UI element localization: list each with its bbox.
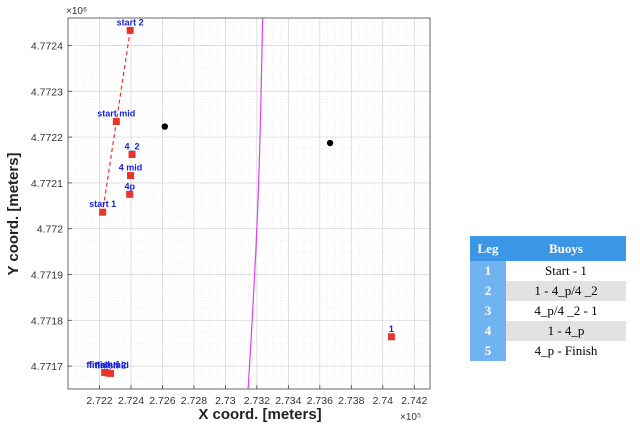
leg-number: 2	[470, 281, 506, 301]
buoy-label: 4 mid	[119, 163, 143, 173]
buoy-label: start 2	[117, 17, 144, 27]
buoy-label: 4p	[124, 181, 135, 191]
buoy-label: start 1	[89, 199, 116, 209]
leg-buoys-table: Leg Buoys 1 Start - 1 2 1 - 4_p/4 _2 3 4…	[470, 236, 626, 361]
y-tick-label: 4.7718	[31, 315, 63, 327]
table-row: 2 1 - 4_p/4 _2	[470, 281, 626, 301]
leg-buoys: 1 - 4_p	[506, 321, 626, 341]
y-tick-label: 4.7722	[31, 132, 63, 144]
leg-buoys: 1 - 4_p/4 _2	[506, 281, 626, 301]
x-tick-label: 2.736	[307, 395, 333, 407]
y-tick-label: 4.7717	[31, 361, 63, 373]
buoy-marker	[112, 118, 120, 126]
table-row: 3 4_p/4 _2 - 1	[470, 301, 626, 321]
buoy-label: 1	[389, 324, 394, 334]
leg-number: 5	[470, 341, 506, 361]
leg-number: 1	[470, 261, 506, 281]
buoy-marker	[126, 172, 134, 180]
y-tick-label: 4.7723	[31, 86, 63, 98]
y-tick-label: 4.7719	[31, 269, 63, 281]
leg-number: 4	[470, 321, 506, 341]
table-row: 1 Start - 1	[470, 261, 626, 281]
leg-buoys: 4_p/4 _2 - 1	[506, 301, 626, 321]
buoy-marker	[99, 208, 107, 216]
table-row: 5 4_p - Finish	[470, 341, 626, 361]
x-axis-label: X coord. [meters]	[198, 406, 321, 423]
x-tick-label: 2.738	[338, 395, 364, 407]
table-header-leg: Leg	[470, 236, 506, 261]
black-point	[161, 123, 168, 130]
x-tick-label: 2.734	[275, 395, 301, 407]
x-tick-label: 2.728	[181, 395, 207, 407]
table-header-buoys: Buoys	[506, 236, 626, 261]
x-tick-label: 2.73	[215, 395, 236, 407]
buoy-label: finish mid	[86, 360, 129, 370]
buoy-marker	[387, 333, 395, 341]
x-tick-label: 2.722	[86, 395, 112, 407]
points-layer	[99, 26, 395, 377]
boundary-curve	[247, 17, 264, 390]
x-tick-label: 2.742	[401, 395, 427, 407]
buoy-label: start mid	[97, 109, 135, 119]
buoy-marker	[126, 26, 134, 34]
leg-number: 3	[470, 301, 506, 321]
leg-buoys: 4_p - Finish	[506, 341, 626, 361]
y-tick-label: 4.772	[37, 224, 63, 236]
axes: 2.722 2.724 2.726 2.728 2.73 2.732 2.734 2.736 2…	[31, 17, 431, 407]
x-exponent-label: ×10⁵	[400, 412, 421, 423]
buoy-marker	[128, 150, 136, 158]
buoy-marker	[126, 190, 134, 198]
table-row: 4 1 - 4_p	[470, 321, 626, 341]
black-point	[326, 139, 334, 147]
buoy-label: 4_2	[125, 141, 140, 151]
leg-buoys: Start - 1	[506, 261, 626, 281]
y-tick-label: 4.7721	[31, 178, 63, 190]
y-axis-label: Y coord. [meters]	[5, 152, 22, 275]
x-tick-label: 2.732	[244, 395, 270, 407]
x-tick-label: 2.724	[118, 395, 144, 407]
y-tick-label: 4.7724	[31, 40, 63, 52]
plot-area-frame	[67, 17, 431, 390]
buoy-label: finish 2	[95, 360, 127, 370]
buoy-label: finish 1	[89, 360, 121, 370]
x-tick-label: 2.726	[149, 395, 175, 407]
buoy-marker	[104, 369, 112, 377]
buoy-labels-layer: start 2 start mid start 1 4_2 4 mid 4p finish …	[86, 17, 394, 370]
y-exponent-label: ×10⁶	[66, 6, 87, 17]
chart-grid	[67, 18, 431, 390]
boundary-curve-layer	[247, 17, 264, 390]
x-tick-label: 2.74	[373, 395, 394, 407]
